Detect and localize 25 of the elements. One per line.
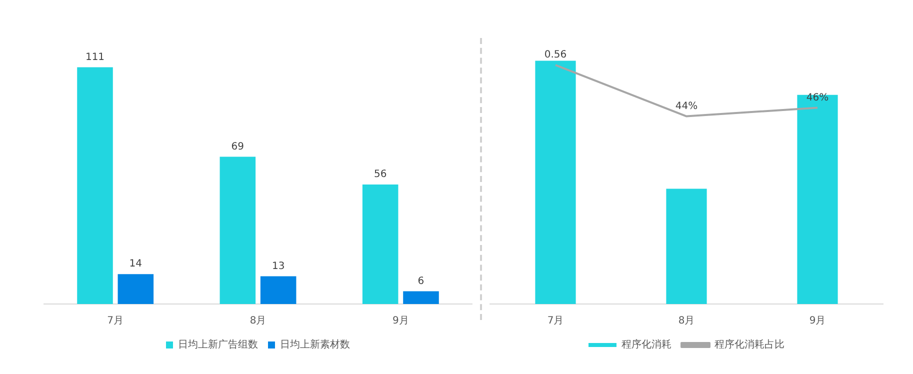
data-label: 56 xyxy=(374,169,387,180)
bar xyxy=(403,291,439,304)
x-tick-label: 9月 xyxy=(392,316,409,327)
data-label: 14 xyxy=(129,258,142,270)
bar xyxy=(260,276,296,304)
bar xyxy=(77,67,113,304)
data-label: 111 xyxy=(85,52,105,63)
data-label: 46% xyxy=(806,92,829,104)
x-tick-label: 8月 xyxy=(250,316,266,327)
bar xyxy=(362,184,398,304)
x-tick-label: 9月 xyxy=(809,316,826,327)
x-tick-label: 8月 xyxy=(678,316,695,327)
legend-label: 程序化消耗 xyxy=(622,338,672,351)
data-label: 69 xyxy=(231,141,244,152)
data-label: 44% xyxy=(675,100,698,112)
data-label: 13 xyxy=(272,260,285,272)
data-label: 6 xyxy=(418,276,424,287)
legend-label: 程序化消耗占比 xyxy=(714,338,784,351)
bar xyxy=(118,274,154,304)
x-tick-label: 7月 xyxy=(547,316,564,327)
legend-label: 日均上新广告组数 xyxy=(178,338,258,351)
legend-label: 日均上新素材数 xyxy=(280,338,350,351)
data-label: 0.56 xyxy=(544,50,567,61)
bar xyxy=(220,156,256,304)
x-tick-label: 7月 xyxy=(107,316,124,327)
